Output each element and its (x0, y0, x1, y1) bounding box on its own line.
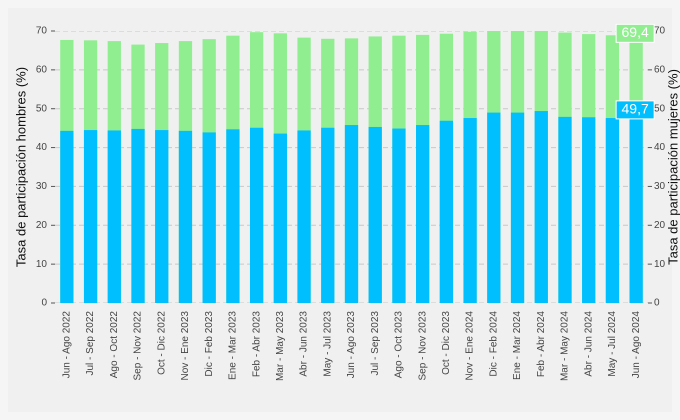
x-tick-label: Jul - Sep 2022 (85, 311, 96, 376)
y-tick-label: 60 (36, 64, 48, 75)
x-tick-label: Oct - Dic 2022 (156, 311, 167, 375)
y2-tick-label: 20 (654, 220, 666, 231)
x-tick-label: Nov - Ene 2023 (180, 311, 191, 381)
x-tick-label: Jul - Sep 2023 (370, 311, 381, 376)
value-label: 49,7 (615, 100, 655, 120)
x-tick-label: Dic - Feb 2024 (488, 311, 499, 377)
bar (60, 130, 74, 303)
bar (273, 133, 287, 303)
x-tick-label: Mar - May 2024 (560, 311, 571, 381)
bar (202, 132, 216, 303)
value-label-box (615, 23, 655, 43)
x-tick-label: Ene - Mar 2023 (228, 311, 239, 380)
bar (107, 130, 121, 303)
x-tick-label: Ago - Oct 2023 (394, 311, 405, 379)
bar (321, 127, 335, 303)
value-label-text: 69,4 (622, 24, 649, 40)
bar (226, 129, 240, 303)
bar (344, 125, 359, 303)
bar (439, 120, 454, 303)
bar (83, 130, 98, 303)
bar (487, 112, 501, 303)
value-label-text: 49,7 (622, 101, 649, 117)
plot-area (55, 31, 648, 303)
value-label: 69,4 (615, 23, 655, 43)
y2-tick-label: 60 (654, 64, 666, 75)
y2-tick-label: 40 (654, 142, 666, 153)
x-tick-label: Oct - Dic 2023 (441, 311, 452, 375)
y-tick-label: 70 (36, 26, 48, 37)
x-tick-label: May - Jul 2023 (322, 311, 333, 377)
x-tick-label: Dic - Feb 2023 (204, 311, 215, 377)
bar (131, 128, 145, 303)
x-tick-label: Abr - Jun 2023 (299, 311, 310, 377)
value-label-box (615, 100, 655, 120)
bar (510, 112, 525, 303)
bar (297, 130, 311, 303)
x-tick-label: Sep - Nov 2023 (417, 311, 428, 381)
bar (392, 128, 406, 303)
y2-tick-label: 30 (654, 181, 666, 192)
bar (582, 117, 596, 303)
y-tick-label: 20 (36, 220, 48, 231)
bar (629, 109, 643, 303)
bar (155, 130, 169, 303)
panel (8, 8, 672, 412)
x-tick-label: Jun - Ago 2022 (62, 311, 73, 379)
y2-tick-label: 10 (654, 259, 666, 270)
x-tick-label: Ene - Mar 2024 (512, 311, 523, 380)
bar (416, 125, 430, 303)
bar (534, 111, 548, 303)
y-tick-label: 50 (36, 103, 48, 114)
y2-tick-label: 70 (654, 26, 666, 37)
x-tick-label: Sep - Nov 2022 (133, 311, 144, 381)
x-tick-label: Abr - Jun 2024 (583, 311, 594, 377)
y-tick-label: 30 (36, 181, 48, 192)
bar (605, 118, 620, 303)
bar (463, 118, 477, 303)
y-tick-label: 0 (41, 298, 47, 309)
x-tick-label: Ago - Oct 2022 (109, 311, 120, 379)
y-tick-label: 40 (36, 142, 48, 153)
bar (249, 127, 264, 303)
y2-axis-title: Tasa de participación mujeres (%) (665, 69, 680, 265)
y2-tick-label: 50 (654, 103, 666, 114)
x-tick-label: Feb - Abr 2024 (536, 311, 547, 378)
x-tick-label: Jun - Ago 2024 (631, 311, 642, 379)
bar (368, 126, 382, 303)
bar (178, 130, 193, 303)
x-tick-label: Jun - Ago 2023 (346, 311, 357, 379)
y-axis-title: Tasa de participación hombres (%) (13, 67, 28, 267)
y-tick-label: 10 (36, 259, 48, 270)
y2-tick-label: 0 (654, 298, 660, 309)
x-tick-label: Nov - Ene 2024 (465, 311, 476, 381)
bar (558, 116, 572, 303)
x-tick-label: Mar - May 2023 (275, 311, 286, 381)
x-tick-label: May - Jul 2024 (607, 311, 618, 377)
x-tick-label: Feb - Abr 2023 (251, 311, 262, 378)
